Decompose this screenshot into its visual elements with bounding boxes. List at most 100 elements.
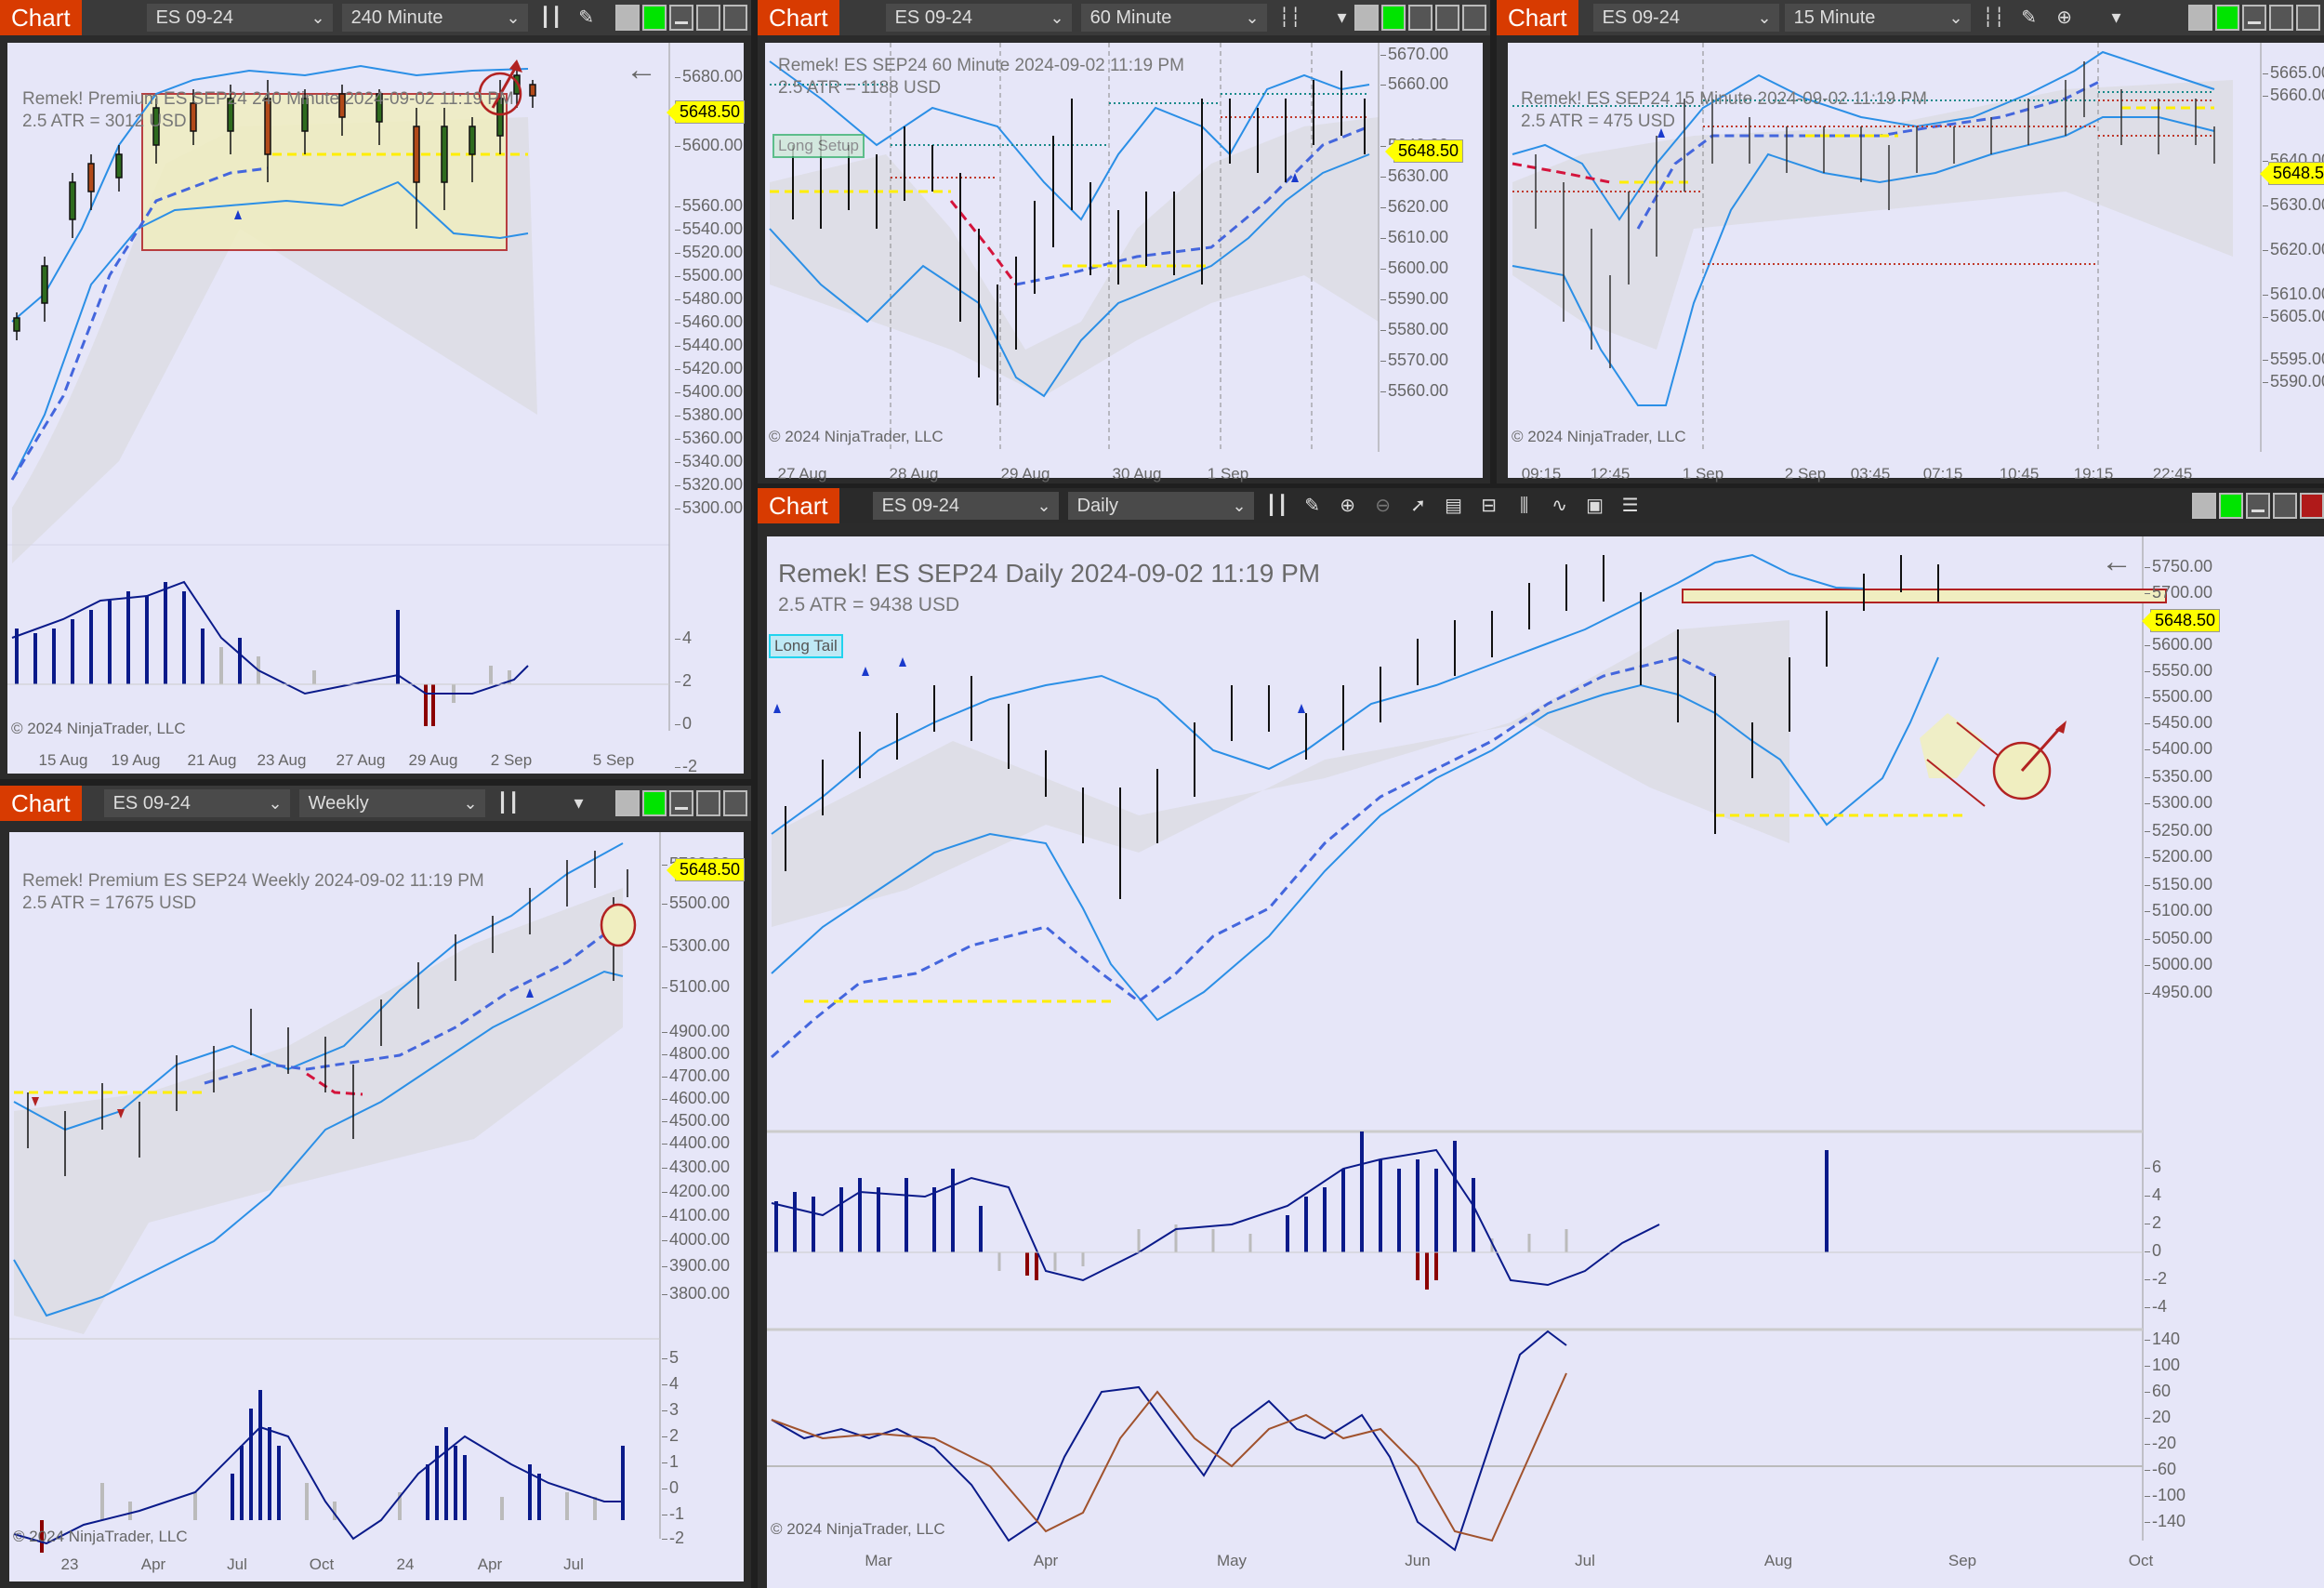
- chart-title: Remek! ES SEP24 60 Minute 2024-09-02 11:…: [778, 56, 1184, 75]
- last-price-marker: 5648.50: [666, 858, 746, 881]
- time-axis[interactable]: 15 Aug 19 Aug 21 Aug 23 Aug 27 Aug 29 Au…: [38, 751, 635, 769]
- chevron-down-icon: ⌄: [1232, 496, 1247, 515]
- time-axis[interactable]: 23 Apr Jul Oct 24 Apr Jul: [60, 1555, 584, 1573]
- chart-tab-label[interactable]: Chart: [0, 786, 82, 821]
- copyright-text: © 2024 NinjaTrader, LLC: [11, 720, 186, 737]
- dropdown-arrow-icon[interactable]: ▾: [1337, 7, 1347, 28]
- bar-style-icon[interactable]: ┃┃: [496, 793, 520, 814]
- link-button[interactable]: [2188, 5, 2212, 31]
- link-button[interactable]: [1354, 5, 1379, 31]
- zoom-out-icon[interactable]: ⊖: [1375, 496, 1391, 516]
- last-price-marker: 5648.50: [1384, 139, 1464, 163]
- price-chart-svg: [7, 43, 670, 731]
- indicators-icon[interactable]: ⫼: [1519, 496, 1529, 516]
- chart-plot-area[interactable]: Remek! Premium ES SEP24 Weekly 2024-09-0…: [9, 832, 746, 1581]
- link-button[interactable]: [615, 5, 640, 31]
- price-axis[interactable]: 5700.00 5500.00 5300.00 5100.00 4900.00 …: [661, 832, 744, 1339]
- maximize-button[interactable]: [696, 5, 720, 31]
- minimize-button[interactable]: [2246, 493, 2270, 519]
- dropdown-arrow-icon[interactable]: ▾: [2111, 7, 2121, 28]
- timeframe-dropdown[interactable]: 60 Minute ⌄: [1080, 4, 1267, 32]
- instrument-link-button[interactable]: [1381, 5, 1406, 31]
- instrument-dropdown[interactable]: ES 09-24 ⌄: [1592, 4, 1779, 32]
- instrument-dropdown[interactable]: ES 09-24 ⌄: [103, 789, 290, 817]
- minimize-button[interactable]: [2242, 5, 2266, 31]
- maximize-button[interactable]: [2273, 493, 2297, 519]
- close-button[interactable]: [723, 790, 747, 816]
- maximize-button[interactable]: [696, 790, 720, 816]
- chevron-down-icon: ⌄: [268, 794, 283, 813]
- chart-plot-area[interactable]: Remek! ES SEP24 Daily 2024-09-02 11:19 P…: [767, 536, 2324, 1588]
- back-arrow-icon[interactable]: ←: [2101, 544, 2133, 579]
- chart-tab-label[interactable]: Chart: [758, 0, 839, 35]
- minimize-button[interactable]: [669, 5, 693, 31]
- zoom-in-icon[interactable]: ⊕: [2056, 7, 2072, 28]
- properties-icon[interactable]: ⊟: [1481, 496, 1497, 516]
- list-icon[interactable]: ☰: [1621, 496, 1639, 516]
- data-box-icon[interactable]: ▤: [1445, 496, 1463, 516]
- close-button[interactable]: [1462, 5, 1486, 31]
- chart-plot-area[interactable]: Remek! Premium ES SEP24 240 Minute 2024-…: [7, 43, 746, 775]
- timeframe-value: 60 Minute: [1089, 7, 1172, 28]
- instrument-value: ES 09-24: [112, 793, 191, 814]
- timeframe-dropdown[interactable]: Weekly ⌄: [298, 789, 485, 817]
- timeframe-value: 240 Minute: [350, 7, 443, 28]
- chart-tab-label[interactable]: Chart: [758, 488, 839, 523]
- maximize-button[interactable]: [2269, 5, 2293, 31]
- price-axis[interactable]: 5750.00 5700.00 5600.00 5550.00 5500.00 …: [2144, 557, 2213, 1001]
- pointer-icon[interactable]: ➚: [1410, 496, 1426, 516]
- maximize-button[interactable]: [1408, 5, 1433, 31]
- dropdown-arrow-icon[interactable]: ▾: [574, 793, 584, 814]
- price-axis[interactable]: 5670.00 5660.00 5640.00 5630.00 5620.00 …: [1380, 45, 1449, 400]
- chart-window-240-minute: Chart ES 09-24 ⌄ 240 Minute ⌄ ┃┃ ✎ ▾: [0, 0, 751, 779]
- instrument-link-button[interactable]: [642, 790, 667, 816]
- time-axis[interactable]: 09:15 12:45 1 Sep 2 Sep 03:45 07:15 10:4…: [1521, 465, 2193, 483]
- chart-plot-area[interactable]: Remek! ES SEP24 60 Minute 2024-09-02 11:…: [765, 43, 1483, 483]
- chart-plot-area[interactable]: Remek! ES SEP24 15 Minute 2024-09-02 11:…: [1508, 43, 2324, 483]
- back-arrow-icon[interactable]: ←: [626, 52, 657, 87]
- link-button[interactable]: [2192, 493, 2216, 519]
- close-button[interactable]: [2300, 493, 2324, 519]
- strategies-icon[interactable]: ∿: [1552, 496, 1567, 516]
- instrument-link-button[interactable]: [642, 5, 667, 31]
- instrument-link-button[interactable]: [2219, 493, 2243, 519]
- bar-style-icon[interactable]: ┆┆: [1982, 7, 2005, 28]
- restore-button[interactable]: [1435, 5, 1459, 31]
- last-price-marker: 5648.50: [2141, 609, 2221, 632]
- price-axis[interactable]: 5680.00 5600.00 5560.00 5540.00 5520.00 …: [674, 67, 744, 517]
- chevron-down-icon: ⌄: [506, 8, 521, 27]
- timeframe-dropdown[interactable]: Daily ⌄: [1067, 492, 1254, 520]
- chart-tab-label[interactable]: Chart: [0, 0, 82, 35]
- templates-icon[interactable]: ▣: [1586, 496, 1604, 516]
- close-button[interactable]: [723, 5, 747, 31]
- drawing-tool-icon[interactable]: ✎: [1304, 496, 1320, 516]
- close-button[interactable]: [2296, 5, 2320, 31]
- chart-title: Remek! Premium ES SEP24 240 Minute 2024-…: [22, 89, 514, 109]
- long-setup-label: Long Setup: [772, 134, 865, 158]
- instrument-link-button[interactable]: [2215, 5, 2239, 31]
- timeframe-dropdown[interactable]: 240 Minute ⌄: [341, 4, 528, 32]
- chart-window-15-minute: Chart ES 09-24 ⌄ 15 Minute ⌄ ┆┆ ✎ ⊕ ▾: [1497, 0, 2324, 483]
- time-axis[interactable]: 27 Aug 28 Aug 29 Aug 30 Aug 1 Sep: [777, 465, 1249, 483]
- minimize-button[interactable]: [669, 790, 693, 816]
- instrument-dropdown[interactable]: ES 09-24 ⌄: [146, 4, 333, 32]
- bar-style-icon[interactable]: ┃┃: [539, 7, 562, 28]
- bar-style-icon[interactable]: ┆┆: [1278, 7, 1301, 28]
- atr-label: 2.5 ATR = 9438 USD: [778, 594, 960, 615]
- oscillator-axis: 6 4 2 0 -2 -4: [2144, 1158, 2168, 1316]
- bar-style-icon[interactable]: ┃┃: [1265, 496, 1288, 516]
- time-axis[interactable]: Mar Apr May Jun Jul Aug Sep Oct: [865, 1552, 2154, 1569]
- copyright-text: © 2024 NinjaTrader, LLC: [1512, 428, 1686, 445]
- instrument-value: ES 09-24: [894, 7, 972, 28]
- timeframe-dropdown[interactable]: 15 Minute ⌄: [1784, 4, 1971, 32]
- link-button[interactable]: [615, 790, 640, 816]
- drawing-tool-icon[interactable]: ✎: [2021, 7, 2037, 28]
- instrument-dropdown[interactable]: ES 09-24 ⌄: [885, 4, 1072, 32]
- chart-tab-label[interactable]: Chart: [1497, 0, 1578, 35]
- window-controls: [615, 790, 747, 816]
- instrument-dropdown[interactable]: ES 09-24 ⌄: [872, 492, 1059, 520]
- chevron-down-icon: ⌄: [463, 794, 478, 813]
- zoom-in-icon[interactable]: ⊕: [1340, 496, 1355, 516]
- price-axis[interactable]: 5665.00 5660.00 5640.00 5630.00 5620.00 …: [2262, 43, 2324, 452]
- drawing-tool-icon[interactable]: ✎: [578, 7, 594, 28]
